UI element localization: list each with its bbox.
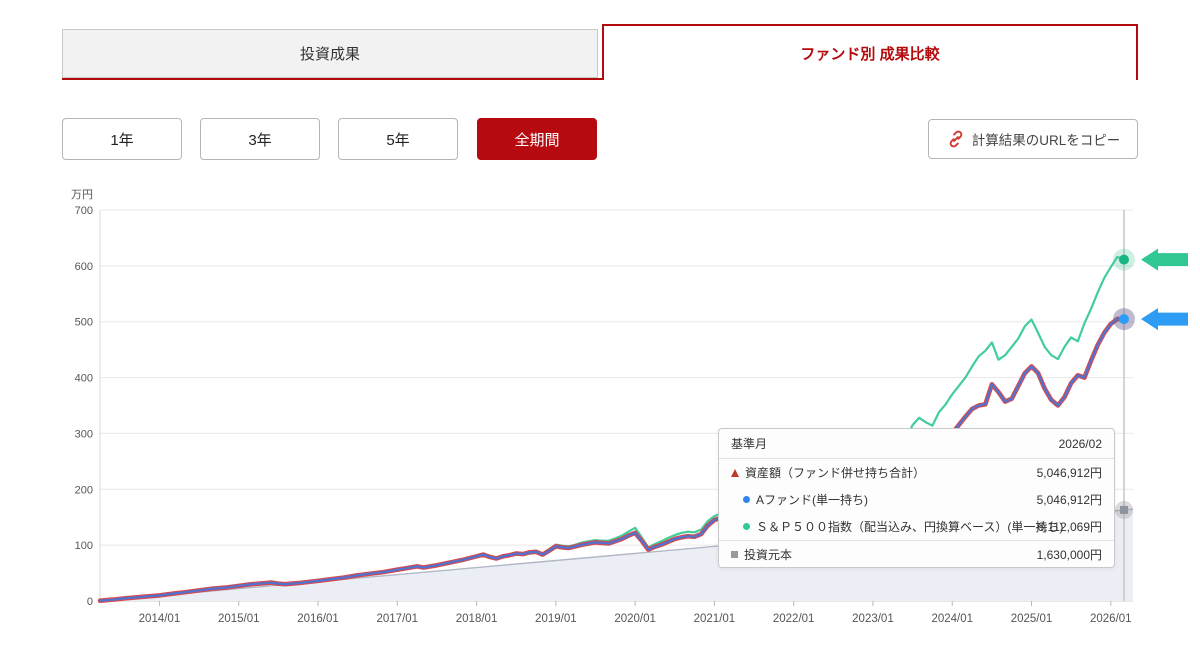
x-axis-label: 2016/01: [297, 613, 339, 625]
x-axis-label: 2026/01: [1090, 613, 1132, 625]
tooltip-row-label-group: Aファンド(単一持ち): [743, 491, 1037, 508]
x-axis-label: 2023/01: [852, 613, 894, 625]
x-axis-label: 2017/01: [377, 613, 419, 625]
a-fund-line: [98, 317, 1126, 602]
tab-investment-results-label: 投資成果: [299, 46, 360, 63]
tooltip-row-value: 6,112,069円: [1037, 520, 1103, 534]
tab-fund-comparison[interactable]: ファンド別 成果比較: [602, 24, 1138, 80]
y-axis-unit-label: 万円: [71, 189, 93, 201]
copy-url-label: 計算結果のURLをコピー: [971, 133, 1121, 148]
x-axis-label: 2021/01: [694, 613, 736, 625]
tooltip-row-value: 5,046,912円: [1036, 466, 1102, 480]
x-axis-label: 2024/01: [931, 613, 973, 625]
x-axis-label: 2022/01: [773, 613, 815, 625]
green-arrow: [1141, 248, 1188, 271]
copy-url-button[interactable]: 計算結果のURLをコピー: [928, 119, 1138, 159]
series-end-marker: [1119, 314, 1129, 325]
series-circle-marker-icon: [743, 496, 750, 503]
y-axis-label: 100: [75, 540, 93, 552]
period-button-3[interactable]: 5年: [338, 118, 458, 160]
principal-area: [100, 509, 1133, 601]
x-axis-label: 2015/01: [218, 613, 260, 625]
tooltip-rows: 資産額（ファンド併せ持ち合計） 5,046,912円 Aファンド(単一持ち) 5,04…: [719, 459, 1114, 567]
tooltip-base-month-value: 2026/02: [1058, 436, 1102, 451]
y-axis-label: 0: [87, 596, 93, 608]
tooltip-row-label: Ｓ＆Ｐ５００指数（配当込み、円換算ベース）(単一持ち): [756, 520, 1064, 534]
y-axis-label: 500: [75, 317, 93, 329]
tooltip-row-label-group: 投資元本: [731, 546, 1037, 563]
tab-fund-comparison-label: ファンド別 成果比較: [800, 45, 940, 63]
series-square-marker-icon: [731, 550, 738, 558]
tooltip-row-label: 投資元本: [744, 547, 793, 562]
tooltip-row: Aファンド(単一持ち) 5,046,912円: [719, 486, 1114, 513]
tooltip-row-value: 1,630,000円: [1036, 547, 1102, 562]
tooltip-header: 基準月 2026/02: [719, 429, 1114, 459]
y-axis-label: 700: [75, 205, 93, 217]
tooltip-row: Ｓ＆Ｐ５００指数（配当込み、円換算ベース）(単一持ち) 6,112,069円: [719, 513, 1114, 540]
period-button-label: 全期間: [514, 131, 560, 149]
x-axis-label: 2025/01: [1011, 613, 1053, 625]
x-axis-label: 2020/01: [614, 613, 656, 625]
tooltip-row-value: 5,046,912円: [1036, 493, 1102, 507]
tooltip-row-label: 資産額（ファンド併せ持ち合計）: [745, 466, 926, 480]
principal-end-marker: [1120, 505, 1128, 514]
tooltip-row-label: Aファンド(単一持ち): [756, 493, 868, 507]
y-axis-label: 400: [75, 373, 93, 385]
period-button-label: 1年: [110, 131, 134, 149]
series-circle-marker-icon: [743, 523, 750, 530]
tab-investment-results[interactable]: 投資成果: [62, 29, 598, 78]
x-axis-label: 2014/01: [139, 613, 181, 625]
tooltip-base-month-label: 基準月: [731, 437, 768, 451]
y-axis-label: 200: [75, 484, 93, 496]
tooltip-row: 資産額（ファンド併せ持ち合計） 5,046,912円: [719, 459, 1114, 486]
period-button-4[interactable]: 全期間: [477, 118, 597, 160]
x-axis-label: 2018/01: [456, 613, 498, 625]
tooltip-row: 投資元本 1,630,000円: [719, 540, 1114, 567]
y-axis-label: 600: [75, 261, 93, 273]
tooltip-row-label-group: 資産額（ファンド併せ持ち合計）: [731, 464, 1037, 481]
period-button-2[interactable]: 3年: [200, 118, 320, 160]
period-button-label: 3年: [248, 131, 272, 149]
tab-underline: [62, 78, 602, 80]
y-axis-label: 300: [75, 428, 93, 440]
tooltip-row-label-group: Ｓ＆Ｐ５００指数（配当込み、円換算ベース）(単一持ち): [743, 518, 1063, 535]
period-button-1[interactable]: 1年: [62, 118, 182, 160]
series-end-marker: [1119, 254, 1129, 265]
link-icon: [949, 130, 963, 148]
chart-tooltip: 基準月 2026/02 資産額（ファンド併せ持ち合計） 5,046,912円 Aファ…: [718, 428, 1115, 568]
blue-arrow: [1141, 308, 1188, 331]
series-triangle-marker-icon: [731, 468, 739, 477]
x-axis-label: 2019/01: [535, 613, 577, 625]
period-button-label: 5年: [386, 131, 410, 149]
